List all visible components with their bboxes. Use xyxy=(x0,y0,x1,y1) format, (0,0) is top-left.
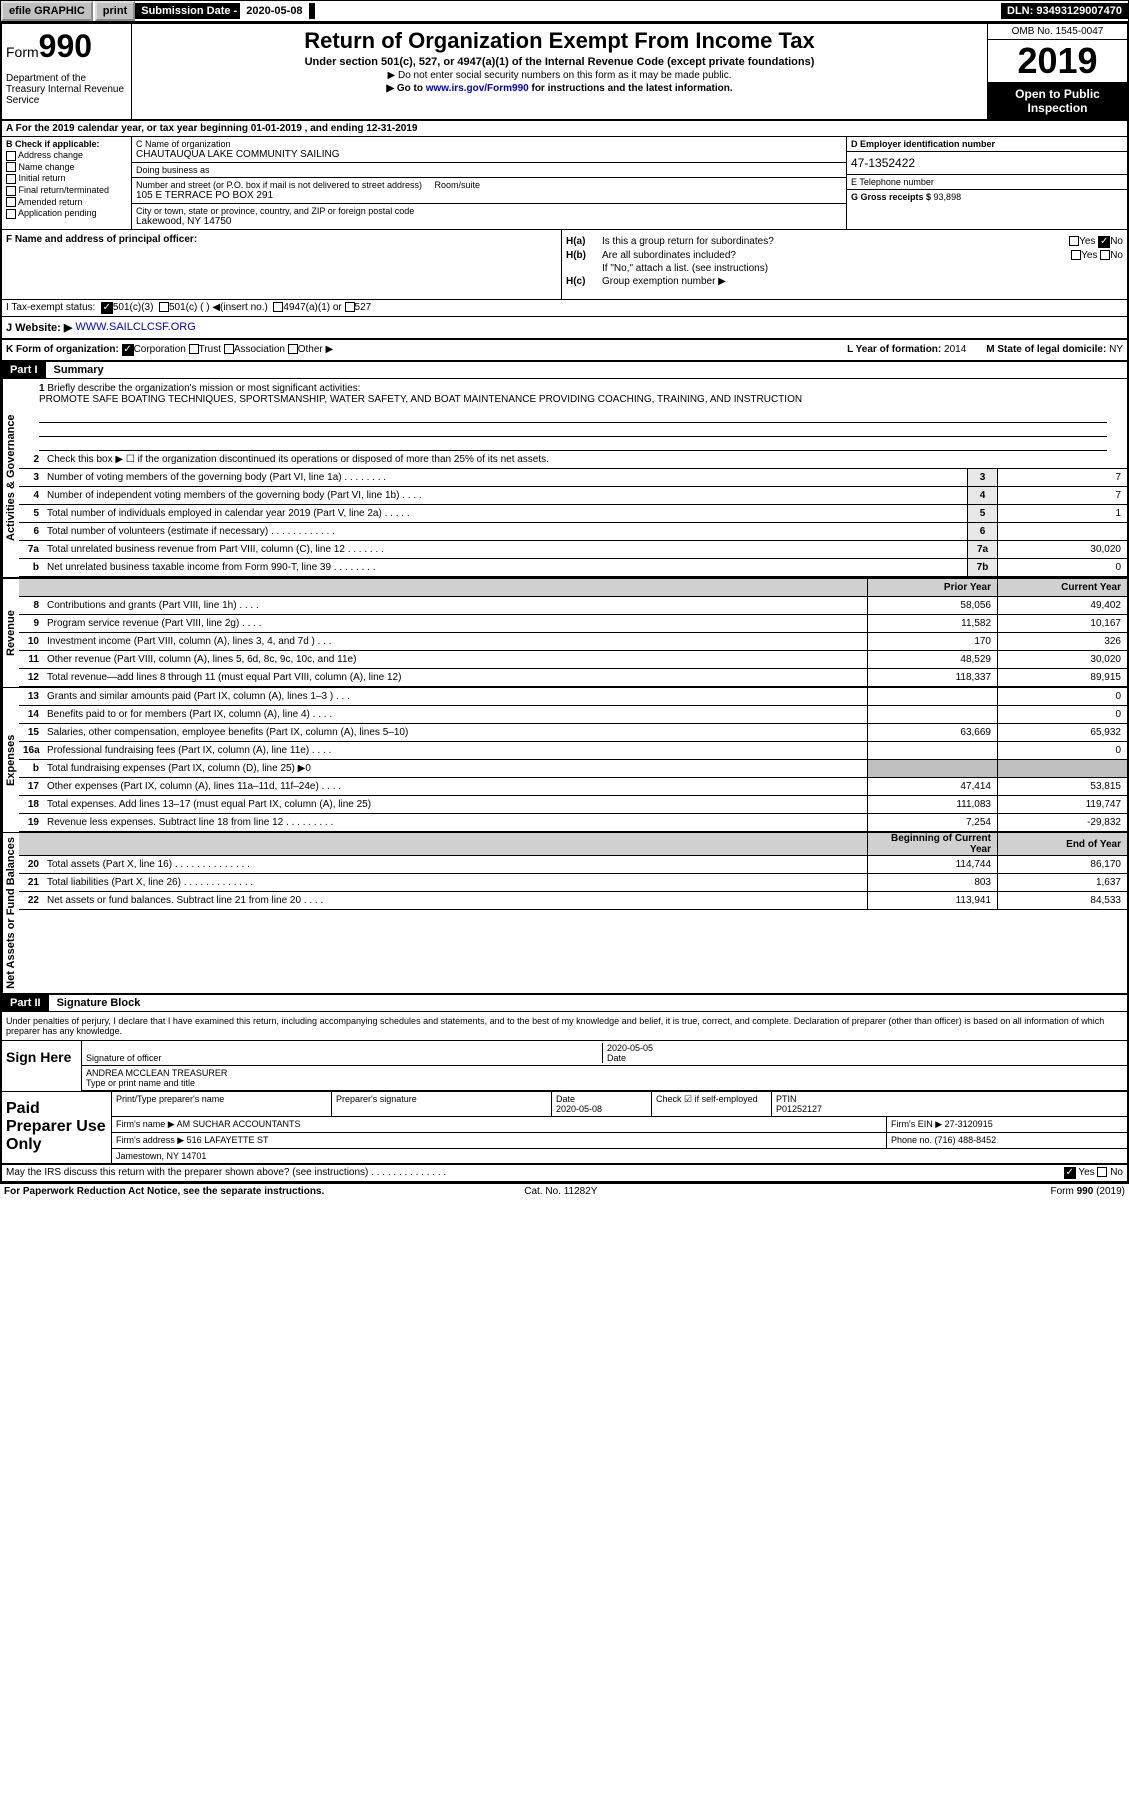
print-button[interactable]: print xyxy=(95,1,135,21)
section-b-through-g: B Check if applicable: Address change Na… xyxy=(2,137,1127,230)
vert-expenses: Expenses xyxy=(2,688,19,832)
expenses-section: Expenses 13Grants and similar amounts pa… xyxy=(2,687,1127,832)
ein-value: 47-1352422 xyxy=(847,152,1127,175)
net-assets-section: Net Assets or Fund Balances Beginning of… xyxy=(2,832,1127,993)
table-row: 13Grants and similar amounts paid (Part … xyxy=(19,688,1127,706)
prep-date: Date2020-05-08 xyxy=(552,1092,652,1116)
website-row: J Website: ▶ WWW.SAILCLCSF.ORG xyxy=(2,317,1127,340)
officer-signature: Signature of officer xyxy=(86,1043,602,1063)
department: Department of the Treasury Internal Reve… xyxy=(6,73,127,106)
prep-name: Print/Type preparer's name xyxy=(112,1092,332,1116)
officer-name-title: ANDREA MCCLEAN TREASURERType or print na… xyxy=(86,1068,1123,1088)
group-return-section: H(a)Is this a group return for subordina… xyxy=(562,230,1127,299)
omb-number: OMB No. 1545-0047 xyxy=(988,24,1127,40)
tax-year: 2019 xyxy=(988,40,1127,83)
table-row: 12Total revenue—add lines 8 through 11 (… xyxy=(19,669,1127,687)
city-field: City or town, state or province, country… xyxy=(132,204,846,229)
form-footer: Form 990 (2019) xyxy=(1051,1186,1125,1197)
part2-header-row: Part II Signature Block xyxy=(2,993,1127,1012)
address-field: Number and street (or P.O. box if mail i… xyxy=(132,178,846,204)
table-row: 10Investment income (Part VIII, column (… xyxy=(19,633,1127,651)
submission-date-label: Submission Date - 2020-05-08 xyxy=(135,3,314,19)
form-header: Form990 Department of the Treasury Inter… xyxy=(2,24,1127,121)
ptin: PTINP01252127 xyxy=(772,1092,1127,1116)
section-f-h: F Name and address of principal officer:… xyxy=(2,230,1127,300)
phone-field: E Telephone number xyxy=(847,175,1127,190)
table-row: bNet unrelated business taxable income f… xyxy=(19,559,1127,577)
table-row: 15Salaries, other compensation, employee… xyxy=(19,724,1127,742)
part1-badge: Part I xyxy=(2,362,46,378)
table-row: 21Total liabilities (Part X, line 26) . … xyxy=(19,874,1127,892)
part2-badge: Part II xyxy=(2,995,49,1011)
table-row: 16aProfessional fundraising fees (Part I… xyxy=(19,742,1127,760)
dba-field: Doing business as xyxy=(132,163,846,178)
ssn-note: ▶ Do not enter social security numbers o… xyxy=(136,70,983,81)
firm-city: Jamestown, NY 14701 xyxy=(112,1149,1127,1163)
vert-net: Net Assets or Fund Balances xyxy=(2,833,19,993)
tax-exempt-status: I Tax-exempt status: ✓ 501(c)(3) 501(c) … xyxy=(2,300,1127,317)
table-row: bTotal fundraising expenses (Part IX, co… xyxy=(19,760,1127,778)
table-row: 6Total number of volunteers (estimate if… xyxy=(19,523,1127,541)
revenue-section: Revenue Prior YearCurrent Year 8Contribu… xyxy=(2,577,1127,687)
dln: DLN: 93493129007470 xyxy=(1001,3,1128,19)
table-row: 9Program service revenue (Part VIII, lin… xyxy=(19,615,1127,633)
top-bar: efile GRAPHIC print Submission Date - 20… xyxy=(0,0,1129,22)
discuss-row: May the IRS discuss this return with the… xyxy=(2,1165,1127,1181)
table-row: 19Revenue less expenses. Subtract line 1… xyxy=(19,814,1127,832)
firm-name: Firm's name ▶ AM SUCHAR ACCOUNTANTS xyxy=(112,1117,887,1132)
table-row: 3Number of voting members of the governi… xyxy=(19,469,1127,487)
form-number: Form990 xyxy=(6,28,127,65)
table-row: 4Number of independent voting members of… xyxy=(19,487,1127,505)
table-row: 18Total expenses. Add lines 13–17 (must … xyxy=(19,796,1127,814)
ein-label: D Employer identification number xyxy=(847,137,1127,152)
website-link[interactable]: WWW.SAILCLCSF.ORG xyxy=(75,321,195,334)
firm-address: Firm's address ▶ 516 LAFAYETTE ST xyxy=(112,1133,887,1148)
gross-receipts: G Gross receipts $ 93,898 xyxy=(847,190,1127,204)
prep-sig: Preparer's signature xyxy=(332,1092,552,1116)
signature-declaration: Under penalties of perjury, I declare th… xyxy=(2,1012,1127,1041)
row-a-period: A For the 2019 calendar year, or tax yea… xyxy=(2,121,1127,137)
table-row: 20Total assets (Part X, line 16) . . . .… xyxy=(19,856,1127,874)
paperwork-footer: For Paperwork Reduction Act Notice, see … xyxy=(0,1183,1129,1199)
activities-governance-section: Activities & Governance 1 Briefly descri… xyxy=(2,379,1127,577)
table-row: 11Other revenue (Part VIII, column (A), … xyxy=(19,651,1127,669)
table-row: 22Net assets or fund balances. Subtract … xyxy=(19,892,1127,910)
sig-date: 2020-05-05Date xyxy=(602,1043,1123,1063)
vert-activities: Activities & Governance xyxy=(2,379,19,577)
col-b-checkboxes: B Check if applicable: Address change Na… xyxy=(2,137,132,229)
part1-header-row: Part I Summary xyxy=(2,362,1127,379)
form-org-row: K Form of organization: ✓ Corporation Tr… xyxy=(2,340,1127,362)
open-public: Open to Public Inspection xyxy=(988,83,1127,119)
instructions-note: ▶ Go to www.irs.gov/Form990 for instruct… xyxy=(136,83,983,94)
vert-revenue: Revenue xyxy=(2,579,19,687)
org-name-field: C Name of organization CHAUTAUQUA LAKE C… xyxy=(132,137,846,163)
form-title: Return of Organization Exempt From Incom… xyxy=(136,28,983,54)
instructions-link[interactable]: www.irs.gov/Form990 xyxy=(426,83,529,94)
table-row: 17Other expenses (Part IX, column (A), l… xyxy=(19,778,1127,796)
table-row: 14Benefits paid to or for members (Part … xyxy=(19,706,1127,724)
paid-preparer-section: Paid Preparer Use Only Print/Type prepar… xyxy=(2,1092,1127,1165)
principal-officer: F Name and address of principal officer: xyxy=(2,230,562,299)
sign-here-row: Sign Here Signature of officer 2020-05-0… xyxy=(2,1041,1127,1092)
table-row: 7aTotal unrelated business revenue from … xyxy=(19,541,1127,559)
table-row: 8Contributions and grants (Part VIII, li… xyxy=(19,597,1127,615)
form-990: Form990 Department of the Treasury Inter… xyxy=(0,22,1129,1183)
mission-line: 1 Briefly describe the organization's mi… xyxy=(19,379,1127,409)
form-subtitle: Under section 501(c), 527, or 4947(a)(1)… xyxy=(136,56,983,68)
firm-phone: Phone no. (716) 488-8452 xyxy=(887,1133,1127,1148)
table-row: 5Total number of individuals employed in… xyxy=(19,505,1127,523)
firm-ein: Firm's EIN ▶ 27-3120915 xyxy=(887,1117,1127,1132)
efile-button[interactable]: efile GRAPHIC xyxy=(1,1,93,21)
self-employed-check: Check ☑ if self-employed xyxy=(652,1092,772,1116)
